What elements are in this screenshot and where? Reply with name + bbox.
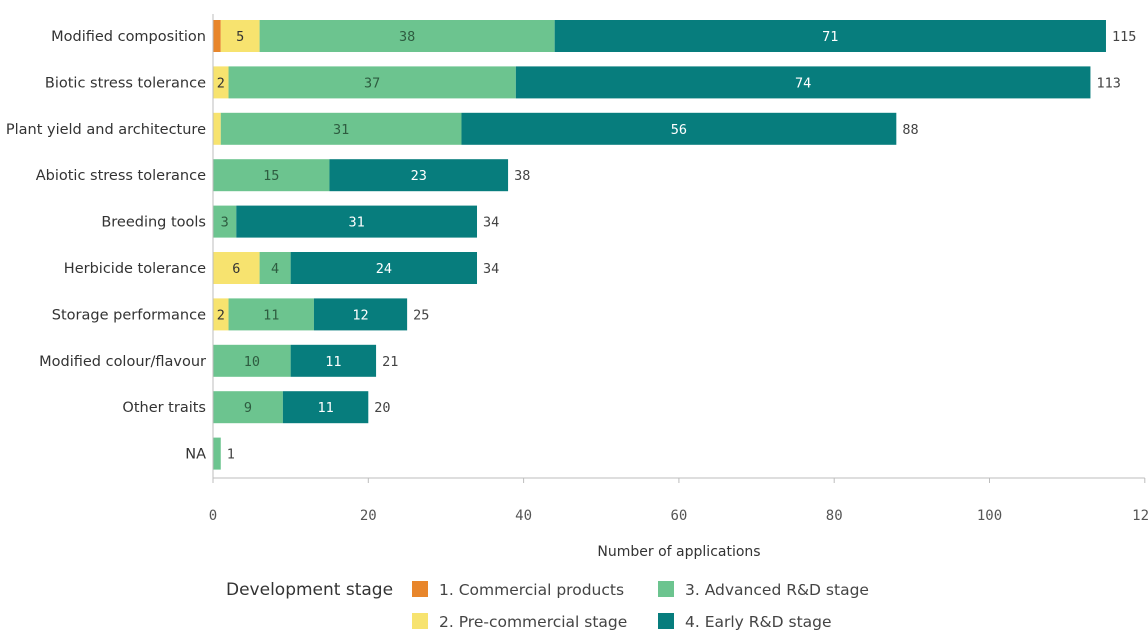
bar-segment-herbicide-tolerance-2-pre-commercial-stage bbox=[213, 252, 260, 284]
segment-value-label: 9 bbox=[244, 400, 252, 416]
total-label-na: 1 bbox=[227, 447, 235, 463]
segment-value-label: 10 bbox=[244, 354, 260, 370]
bar-segment-storage-performance-4-early-r-d-stage bbox=[313, 298, 408, 331]
bar-segment-biotic-stress-tolerance-2-pre-commercial-stage bbox=[213, 66, 229, 99]
category-label-breeding-tools: Breeding tools bbox=[101, 215, 206, 231]
bar-segment-biotic-stress-tolerance-4-early-r-d-stage bbox=[515, 66, 1091, 99]
bar-segment-abiotic-stress-tolerance-3-advanced-r-d-stage bbox=[213, 159, 330, 192]
segment-value-label: 38 bbox=[399, 29, 415, 45]
segment-value-label: 11 bbox=[263, 307, 279, 323]
segment-value-label: 74 bbox=[795, 75, 811, 91]
legend-item-3-advanced-r-d-stage: 3. Advanced R&D stage bbox=[685, 581, 869, 599]
bar-segment-biotic-stress-tolerance-3-advanced-r-d-stage bbox=[228, 66, 516, 99]
bar-segment-herbicide-tolerance-4-early-r-d-stage bbox=[290, 252, 478, 284]
bar-segment-modified-composition-1-commercial-products bbox=[213, 20, 221, 52]
total-label-other-traits: 20 bbox=[374, 400, 390, 416]
segment-value-label: 23 bbox=[411, 168, 427, 184]
category-label-modified-composition: Modified composition bbox=[51, 29, 206, 45]
bar-segment-storage-performance-3-advanced-r-d-stage bbox=[228, 298, 314, 331]
segment-value-label: 24 bbox=[376, 261, 392, 277]
bar-segment-storage-performance-2-pre-commercial-stage bbox=[213, 298, 229, 331]
bar-segment-plant-yield-and-architecture-2-pre-commercial-stage bbox=[213, 112, 221, 145]
segment-value-label: 56 bbox=[671, 122, 687, 138]
bar-segment-modified-composition-4-early-r-d-stage bbox=[554, 20, 1106, 52]
bar-segment-modified-composition-3-advanced-r-d-stage bbox=[259, 20, 555, 52]
legend-swatch-3-advanced-r-d-stage bbox=[658, 581, 674, 597]
segment-value-label: 11 bbox=[317, 400, 333, 416]
total-label-storage-performance: 25 bbox=[413, 307, 429, 323]
x-tick-label: 80 bbox=[826, 508, 843, 524]
bar-segment-abiotic-stress-tolerance-4-early-r-d-stage bbox=[329, 159, 509, 192]
x-axis-label: Number of applications bbox=[597, 544, 760, 560]
segment-value-label: 15 bbox=[263, 168, 279, 184]
bar-segment-modified-colour-flavour-4-early-r-d-stage bbox=[290, 344, 377, 377]
segment-value-label: 2 bbox=[217, 307, 225, 323]
legend-swatch-4-early-r-d-stage bbox=[658, 613, 674, 629]
legend-swatch-2-pre-commercial-stage bbox=[412, 613, 428, 629]
x-tick-label: 120 bbox=[1132, 508, 1148, 524]
segment-value-label: 11 bbox=[325, 354, 341, 370]
segment-value-label: 31 bbox=[333, 122, 349, 138]
x-tick-label: 60 bbox=[670, 508, 687, 524]
bar-segment-breeding-tools-3-advanced-r-d-stage bbox=[213, 205, 237, 238]
category-label-plant-yield-and-architecture: Plant yield and architecture bbox=[6, 122, 206, 138]
bar-segment-herbicide-tolerance-3-advanced-r-d-stage bbox=[259, 252, 291, 284]
bar-segment-modified-composition-2-pre-commercial-stage bbox=[220, 20, 260, 52]
segment-value-label: 5 bbox=[236, 29, 244, 45]
bar-segment-na-3-advanced-r-d-stage bbox=[213, 437, 221, 470]
bars-layer: 5 38 71 115 2 37 74 113 31 56 88 15 23 38 3 31 34 6 4 24 34 2… bbox=[213, 20, 1136, 470]
segment-value-label: 6 bbox=[232, 261, 240, 277]
bar-segment-other-traits-3-advanced-r-d-stage bbox=[213, 391, 283, 424]
total-label-modified-composition: 115 bbox=[1112, 29, 1136, 45]
category-label-modified-colour-flavour: Modified colour/flavour bbox=[39, 354, 206, 370]
category-label-na: NA bbox=[185, 447, 206, 463]
bar-segment-breeding-tools-4-early-r-d-stage bbox=[236, 205, 478, 238]
segment-value-label: 2 bbox=[217, 75, 225, 91]
legend-item-2-pre-commercial-stage: 2. Pre-commercial stage bbox=[439, 613, 627, 630]
total-label-biotic-stress-tolerance: 113 bbox=[1096, 75, 1120, 91]
segment-value-label: 12 bbox=[352, 307, 368, 323]
legend-swatch-1-commercial-products bbox=[412, 581, 428, 597]
x-tick-label: 20 bbox=[360, 508, 377, 524]
bar-segment-modified-colour-flavour-3-advanced-r-d-stage bbox=[213, 344, 291, 377]
legend-item-1-commercial-products: 1. Commercial products bbox=[439, 581, 624, 599]
legend-title: Development stage bbox=[226, 580, 393, 600]
bar-segment-other-traits-4-early-r-d-stage bbox=[282, 391, 369, 424]
x-tick-label: 100 bbox=[977, 508, 1002, 524]
total-label-plant-yield-and-architecture: 88 bbox=[902, 122, 918, 138]
bar-segment-plant-yield-and-architecture-4-early-r-d-stage bbox=[461, 112, 897, 145]
segment-value-label: 3 bbox=[221, 215, 229, 231]
category-label-biotic-stress-tolerance: Biotic stress tolerance bbox=[45, 75, 206, 91]
category-label-storage-performance: Storage performance bbox=[52, 307, 206, 323]
total-label-modified-colour-flavour: 21 bbox=[382, 354, 398, 370]
segment-value-label: 37 bbox=[364, 75, 380, 91]
segment-value-label: 4 bbox=[271, 261, 279, 277]
x-tick-label: 40 bbox=[515, 508, 532, 524]
x-tick-label: 0 bbox=[209, 508, 217, 524]
segment-value-label: 31 bbox=[349, 215, 365, 231]
legend-item-4-early-r-d-stage: 4. Early R&D stage bbox=[685, 613, 832, 630]
total-label-breeding-tools: 34 bbox=[483, 215, 499, 231]
legend: Development stage 1. Commercial products… bbox=[226, 580, 869, 630]
total-label-abiotic-stress-tolerance: 38 bbox=[514, 168, 530, 184]
category-label-abiotic-stress-tolerance: Abiotic stress tolerance bbox=[36, 168, 206, 184]
segment-value-label: 71 bbox=[822, 29, 838, 45]
total-label-herbicide-tolerance: 34 bbox=[483, 261, 499, 277]
category-label-herbicide-tolerance: Herbicide tolerance bbox=[64, 261, 206, 277]
axes-layer: Modified composition Biotic stress tolera… bbox=[6, 14, 1148, 524]
bar-segment-plant-yield-and-architecture-3-advanced-r-d-stage bbox=[220, 112, 462, 145]
category-label-other-traits: Other traits bbox=[122, 400, 206, 416]
